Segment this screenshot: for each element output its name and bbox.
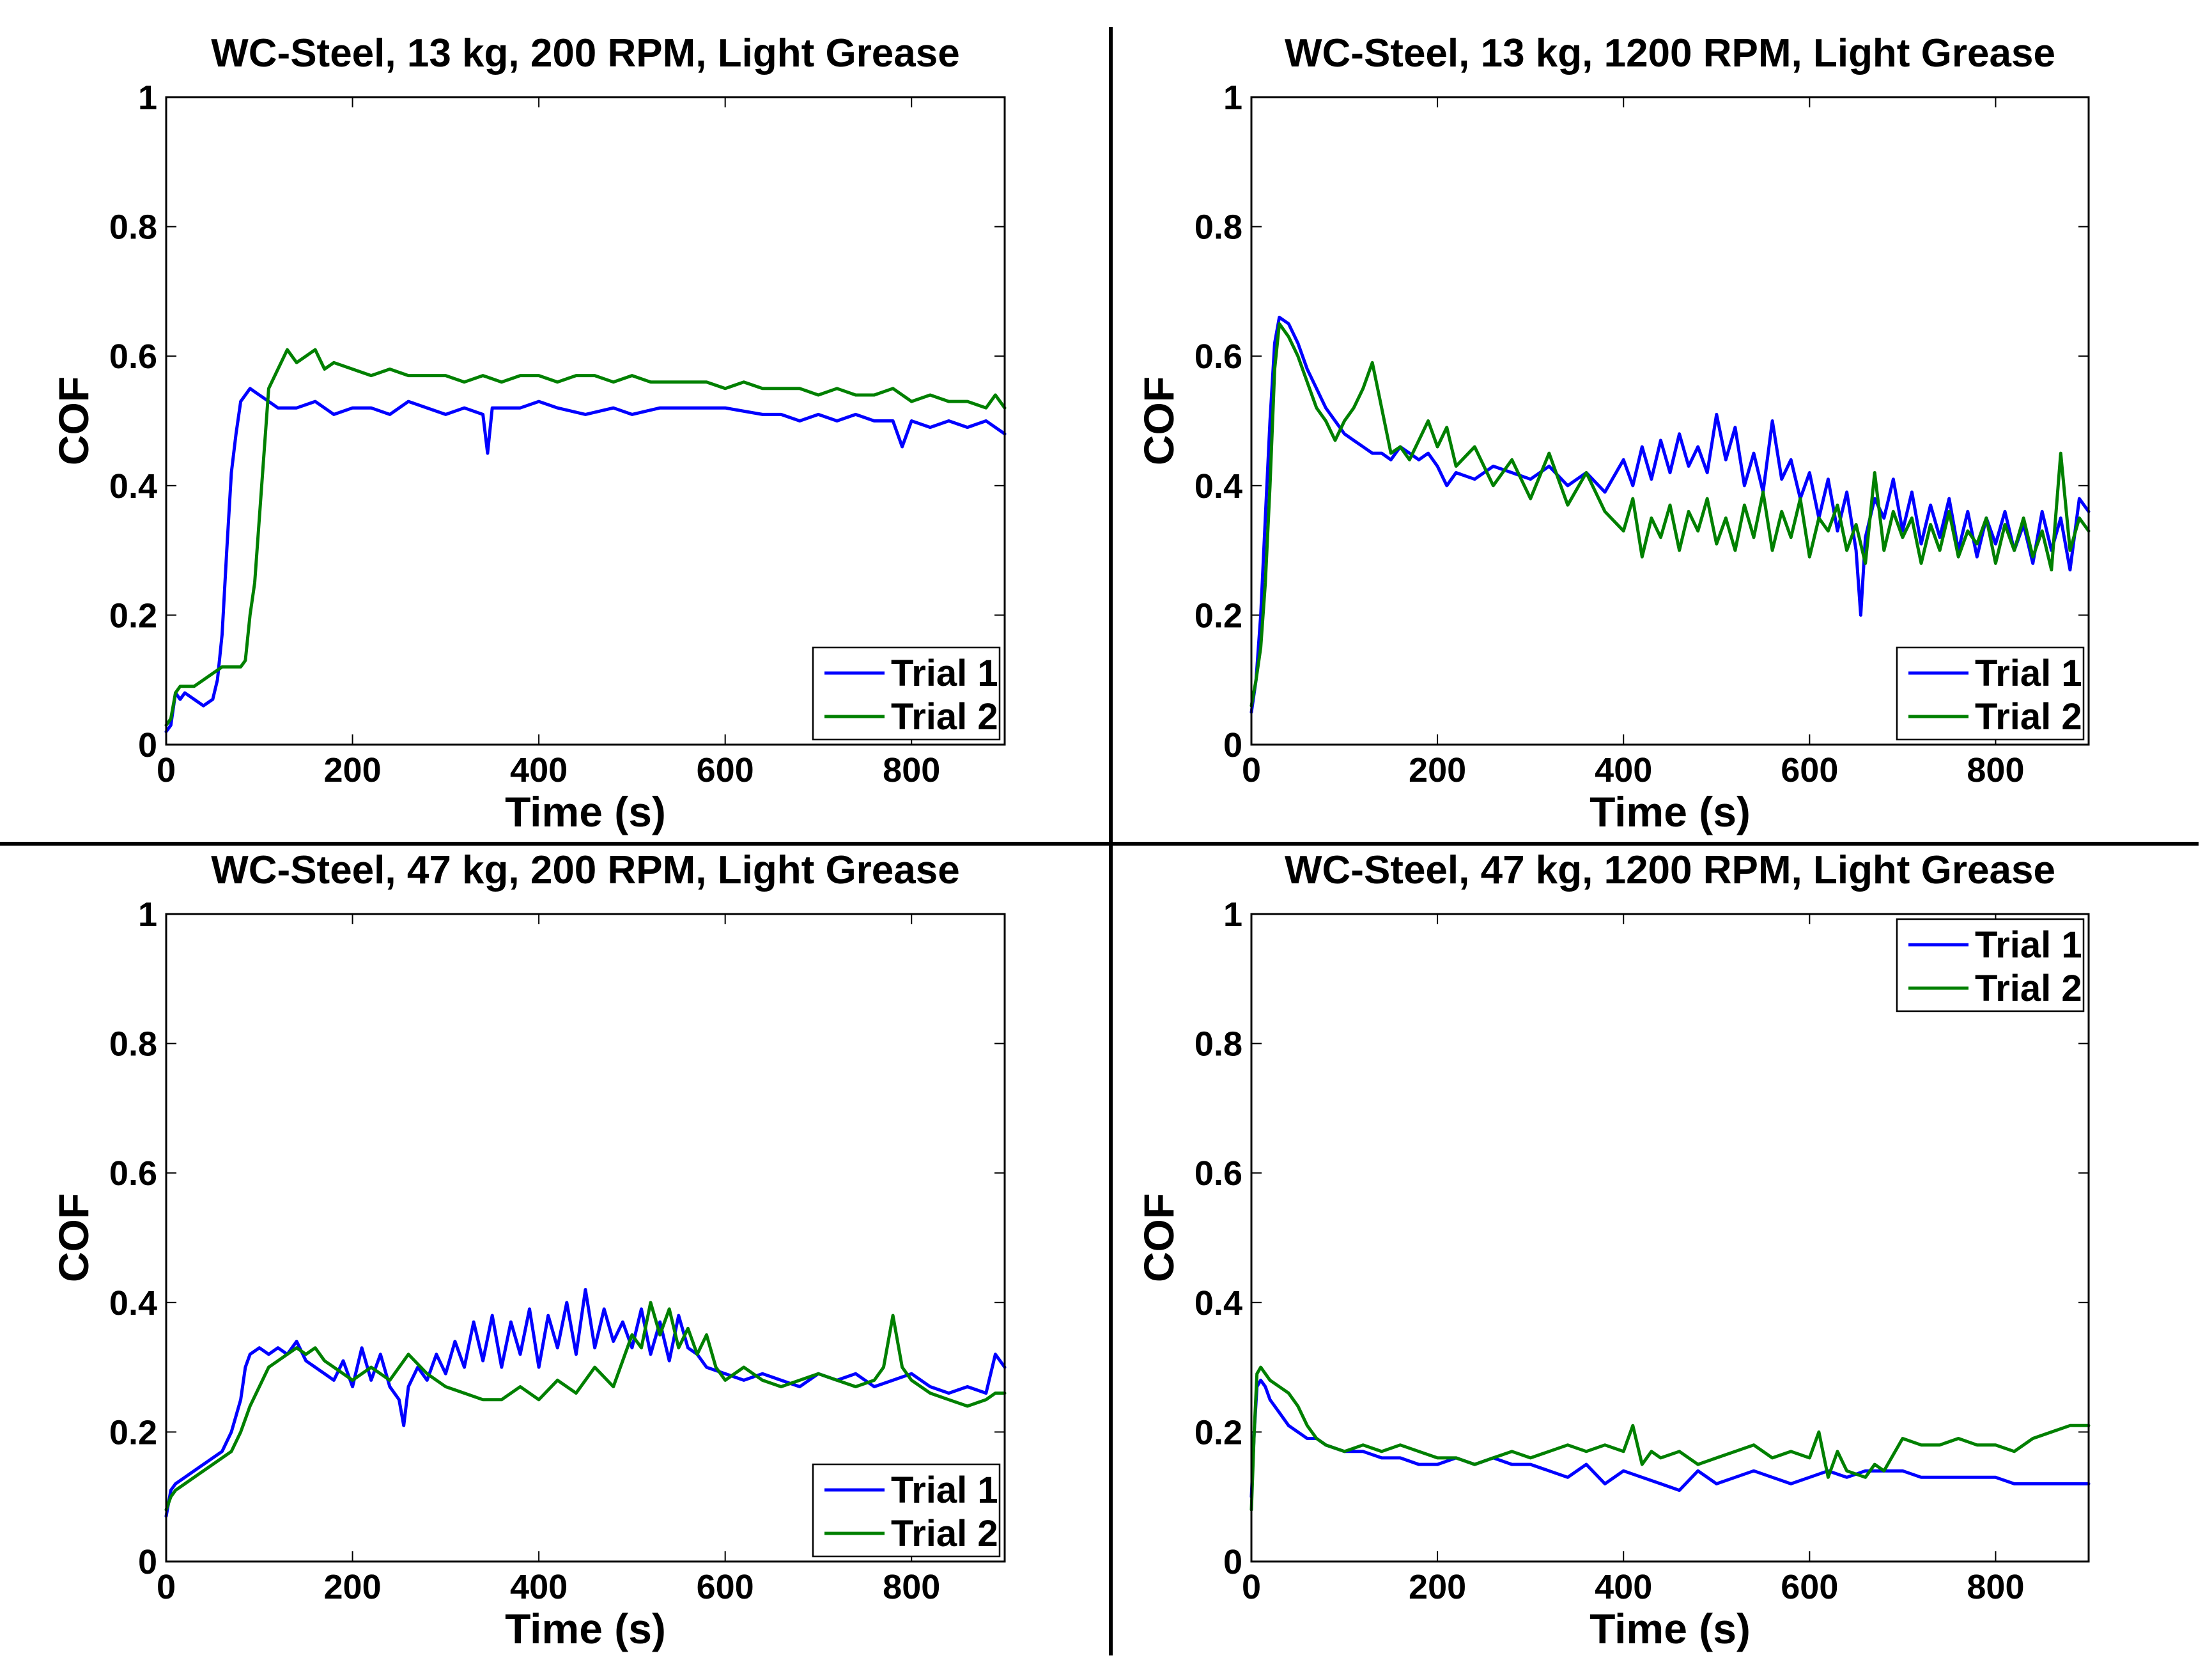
x-tick-label: 400 (510, 751, 568, 789)
x-axis-label: Time (s) (505, 1605, 666, 1652)
y-tick-label: 0.4 (109, 1284, 157, 1322)
y-tick-label: 0.6 (1195, 1154, 1242, 1193)
x-tick-label: 800 (883, 1568, 940, 1606)
series-line-trial-1 (164, 387, 1007, 734)
x-tick-label: 600 (1781, 1568, 1838, 1606)
y-tick-label: 0.8 (109, 1025, 157, 1064)
plot-area (1251, 97, 2089, 745)
legend-box (1896, 918, 2085, 1012)
x-tick-label: 0 (1242, 1568, 1261, 1606)
x-tick-label: 400 (510, 1568, 568, 1606)
legend-label-trial-2: Trial 2 (1975, 696, 2082, 738)
chart-panel-2: 0 0.2 0.4 0.6 0.8 1 0 200 400 600 800 WC-Steel, 13 … (1135, 31, 2091, 835)
legend-label-trial-2: Trial 2 (891, 1513, 998, 1554)
y-tick-label: 0.6 (109, 1154, 157, 1193)
y-tick-label: 0.2 (109, 596, 157, 635)
x-tick-label: 800 (883, 751, 940, 789)
x-axis-label: Time (s) (1589, 1605, 1751, 1652)
x-tick-label: 600 (697, 751, 754, 789)
y-tick-label: 0.8 (109, 208, 157, 247)
y-tick-label: 1 (1223, 79, 1242, 117)
x-tick-label: 600 (697, 1568, 754, 1606)
chart-title: WC-Steel, 47 kg, 200 RPM, Light Grease (211, 848, 959, 892)
x-tick-label: 800 (1967, 1568, 2024, 1606)
x-tick-label: 600 (1781, 751, 1838, 789)
chart-title: WC-Steel, 47 kg, 1200 RPM, Light Grease (1285, 848, 2055, 892)
axes-box (165, 913, 1006, 1563)
y-tick-label: 0.8 (1195, 1025, 1242, 1064)
y-tick-label: 0.4 (109, 467, 157, 506)
legend-box (812, 646, 1001, 741)
y-tick-label: 0.8 (1195, 208, 1242, 247)
x-tick-label: 0 (1242, 751, 1261, 789)
chart-title: WC-Steel, 13 kg, 1200 RPM, Light Grease (1285, 31, 2055, 75)
y-tick-label: 0.6 (109, 337, 157, 376)
legend-label-trial-1: Trial 1 (1975, 924, 2082, 966)
legend-label-trial-1: Trial 1 (891, 1469, 998, 1511)
y-tick-label: 1 (138, 895, 157, 934)
axes-box (165, 96, 1006, 746)
y-tick-label: 0.4 (1195, 467, 1242, 506)
x-tick-label: 0 (157, 1568, 176, 1606)
legend-box (812, 1463, 1001, 1558)
panels: 0 0.2 0.4 0.6 0.8 1 0 200 400 600 800 WC-Steel, 13 … (50, 31, 2091, 1652)
legend-label-trial-2: Trial 2 (891, 696, 998, 738)
series-line-trial-2 (164, 348, 1007, 727)
y-tick-label: 0.2 (1195, 596, 1242, 635)
plot-area (166, 97, 1005, 745)
x-tick-label: 0 (157, 751, 176, 789)
y-axis-label: COF (50, 376, 97, 465)
y-axis-label: COF (50, 1193, 97, 1282)
chart-panel-1: 0 0.2 0.4 0.6 0.8 1 0 200 400 600 800 WC-Steel, 13 … (50, 31, 1007, 835)
y-axis-label: COF (1135, 1193, 1182, 1282)
y-tick-label: 0 (1223, 1543, 1242, 1581)
y-tick-label: 1 (138, 79, 157, 117)
x-axis-label: Time (s) (505, 788, 666, 835)
x-tick-label: 200 (1409, 751, 1466, 789)
series-line-trial-1 (1249, 1378, 2091, 1499)
axes-box (1250, 913, 2090, 1563)
series-line-trial-2 (164, 1301, 1007, 1512)
y-tick-label: 0.2 (1195, 1413, 1242, 1452)
x-axis-label: Time (s) (1589, 788, 1751, 835)
y-tick-label: 0.4 (1195, 1284, 1242, 1322)
series-line-trial-2 (1249, 1365, 2091, 1512)
y-axis-label: COF (1135, 376, 1182, 465)
axes-box (1250, 96, 2090, 746)
x-tick-label: 200 (1409, 1568, 1466, 1606)
y-tick-label: 0 (138, 1543, 157, 1581)
chart-panel-4: 0 0.2 0.4 0.6 0.8 1 0 200 400 600 800 WC-Steel, 47 … (1135, 848, 2091, 1652)
x-tick-label: 200 (324, 751, 382, 789)
y-tick-label: 0.6 (1195, 337, 1242, 376)
series-line-trial-1 (164, 1288, 1007, 1518)
x-tick-label: 400 (1595, 751, 1652, 789)
y-tick-label: 0 (138, 726, 157, 764)
x-tick-label: 800 (1967, 751, 2024, 789)
x-tick-label: 200 (324, 1568, 382, 1606)
plot-area (166, 914, 1005, 1562)
legend-label-trial-2: Trial 2 (1975, 968, 2082, 1009)
y-tick-label: 0.2 (109, 1413, 157, 1452)
legend-label-trial-1: Trial 1 (891, 653, 998, 694)
y-tick-label: 1 (1223, 895, 1242, 934)
chart-panel-3: 0 0.2 0.4 0.6 0.8 1 0 200 400 600 800 WC-Steel, 47 … (50, 848, 1007, 1652)
legend-box (1896, 646, 2085, 741)
series-line-trial-2 (1249, 322, 2091, 708)
x-tick-label: 400 (1595, 1568, 1652, 1606)
chart-title: WC-Steel, 13 kg, 200 RPM, Light Grease (211, 31, 959, 75)
legend-label-trial-1: Trial 1 (1975, 653, 2082, 694)
y-tick-label: 0 (1223, 726, 1242, 764)
